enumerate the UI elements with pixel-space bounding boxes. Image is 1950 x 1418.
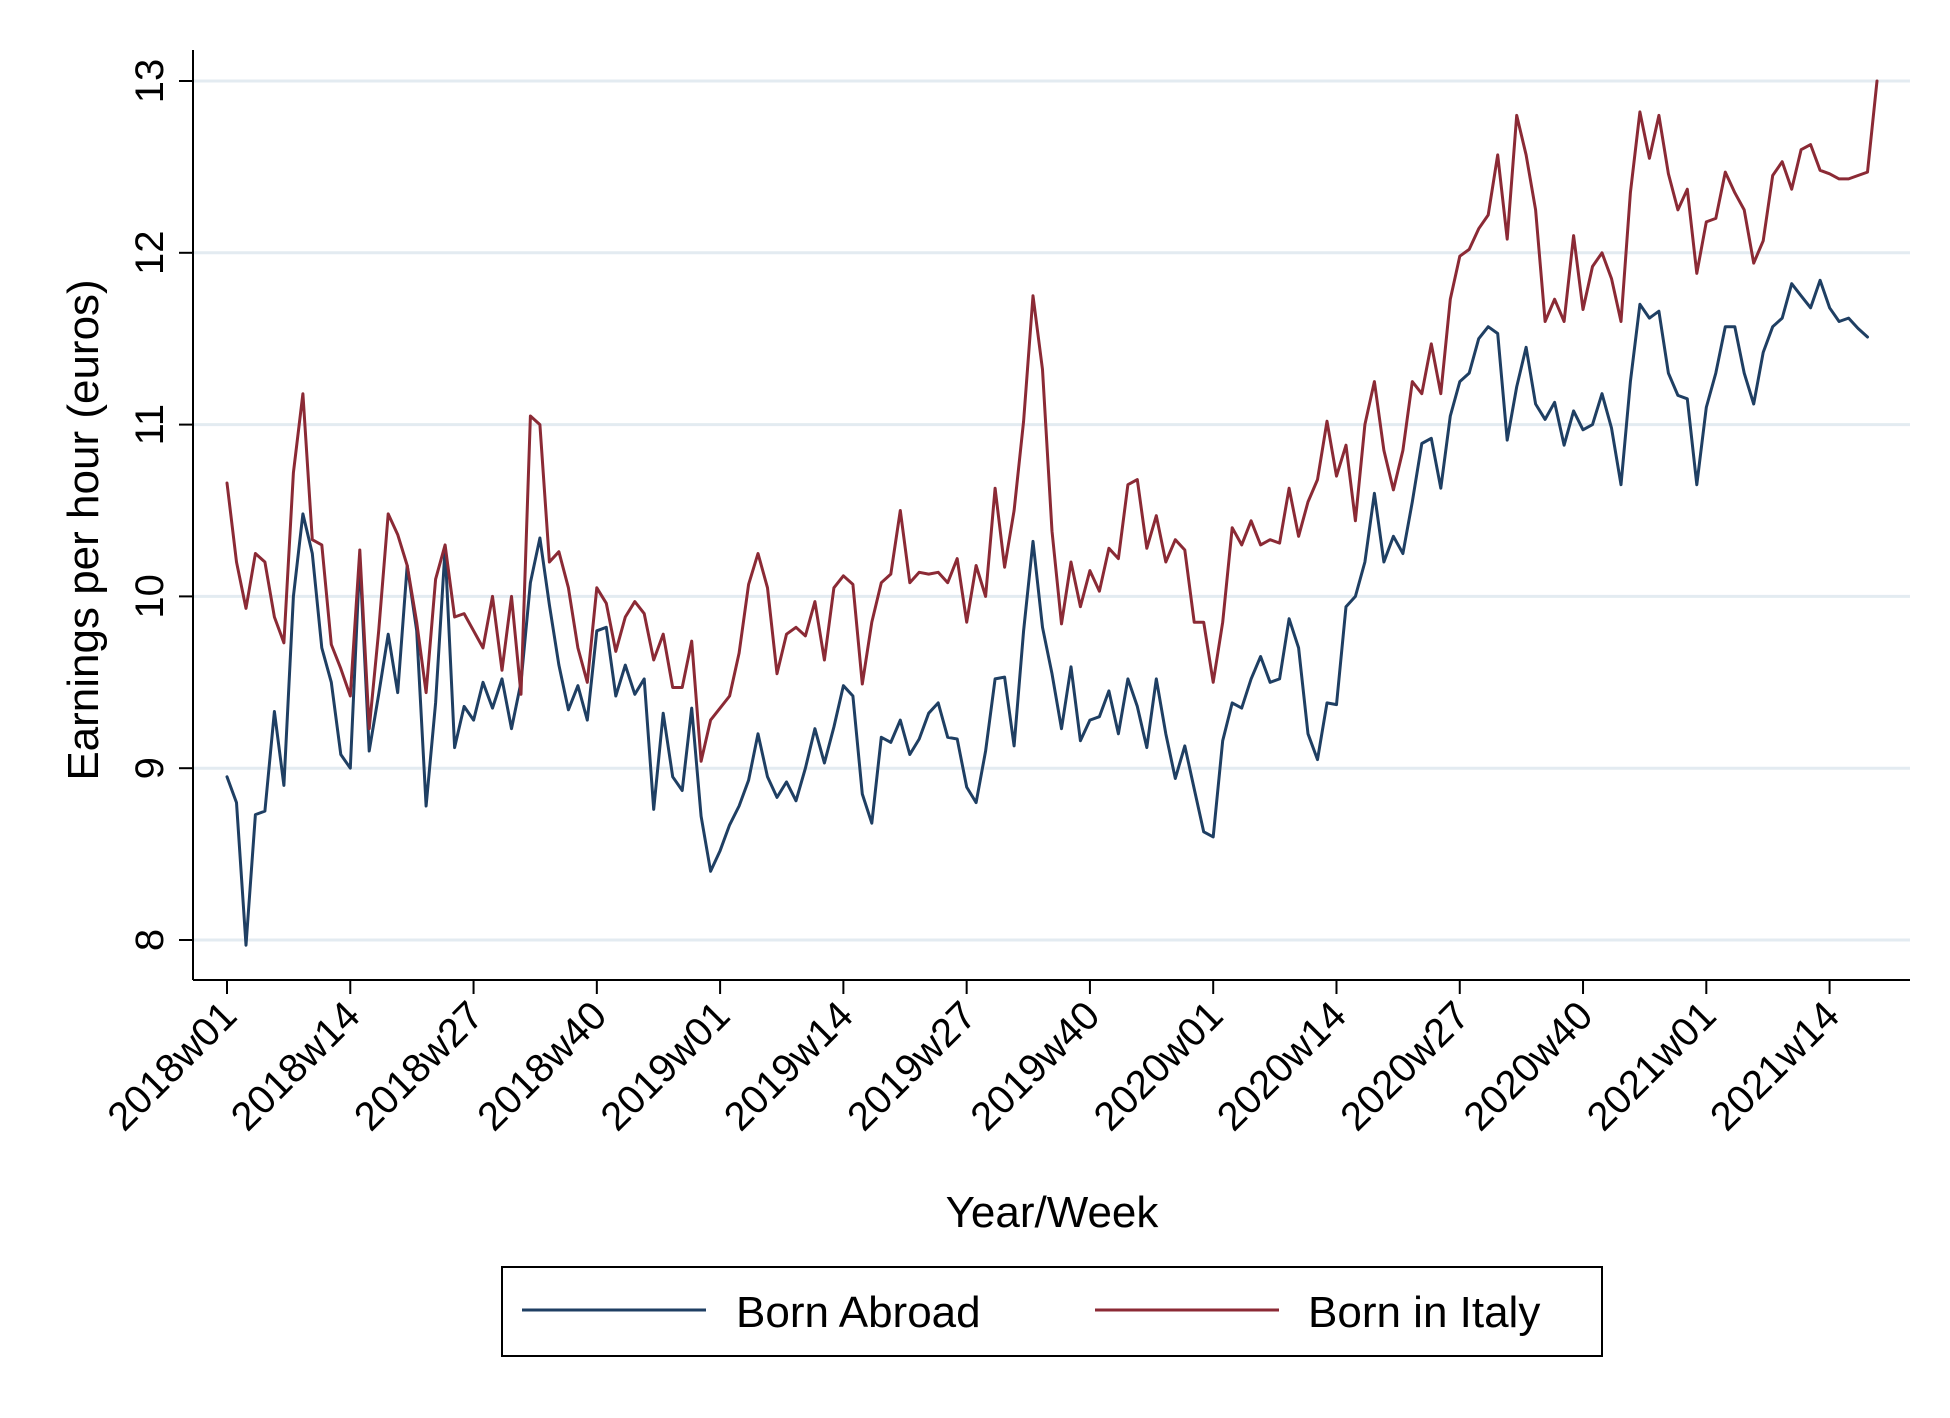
y-axis-title: Earnings per hour (euros) xyxy=(59,279,108,780)
y-tick-label: 11 xyxy=(128,404,172,446)
legend-label-born-in-italy: Born in Italy xyxy=(1308,1288,1540,1337)
series-line-born-in-italy xyxy=(225,79,1879,763)
series-lines xyxy=(225,79,1879,947)
legend: Born Abroad Born in Italy xyxy=(501,1266,1603,1357)
axes xyxy=(192,50,1910,981)
series-line-born-abroad xyxy=(225,278,1869,947)
y-tick-label: 12 xyxy=(128,231,172,275)
y-ticks: 8 9 10 11 12 13 xyxy=(128,59,193,951)
y-tick-label: 8 xyxy=(128,929,172,951)
gridlines xyxy=(193,79,1910,942)
legend-label-born-abroad: Born Abroad xyxy=(736,1288,981,1337)
y-tick-label: 10 xyxy=(128,574,172,619)
y-tick-label: 9 xyxy=(128,757,172,779)
x-axis-title: Year/Week xyxy=(946,1188,1160,1237)
y-tick-label: 13 xyxy=(128,59,172,104)
